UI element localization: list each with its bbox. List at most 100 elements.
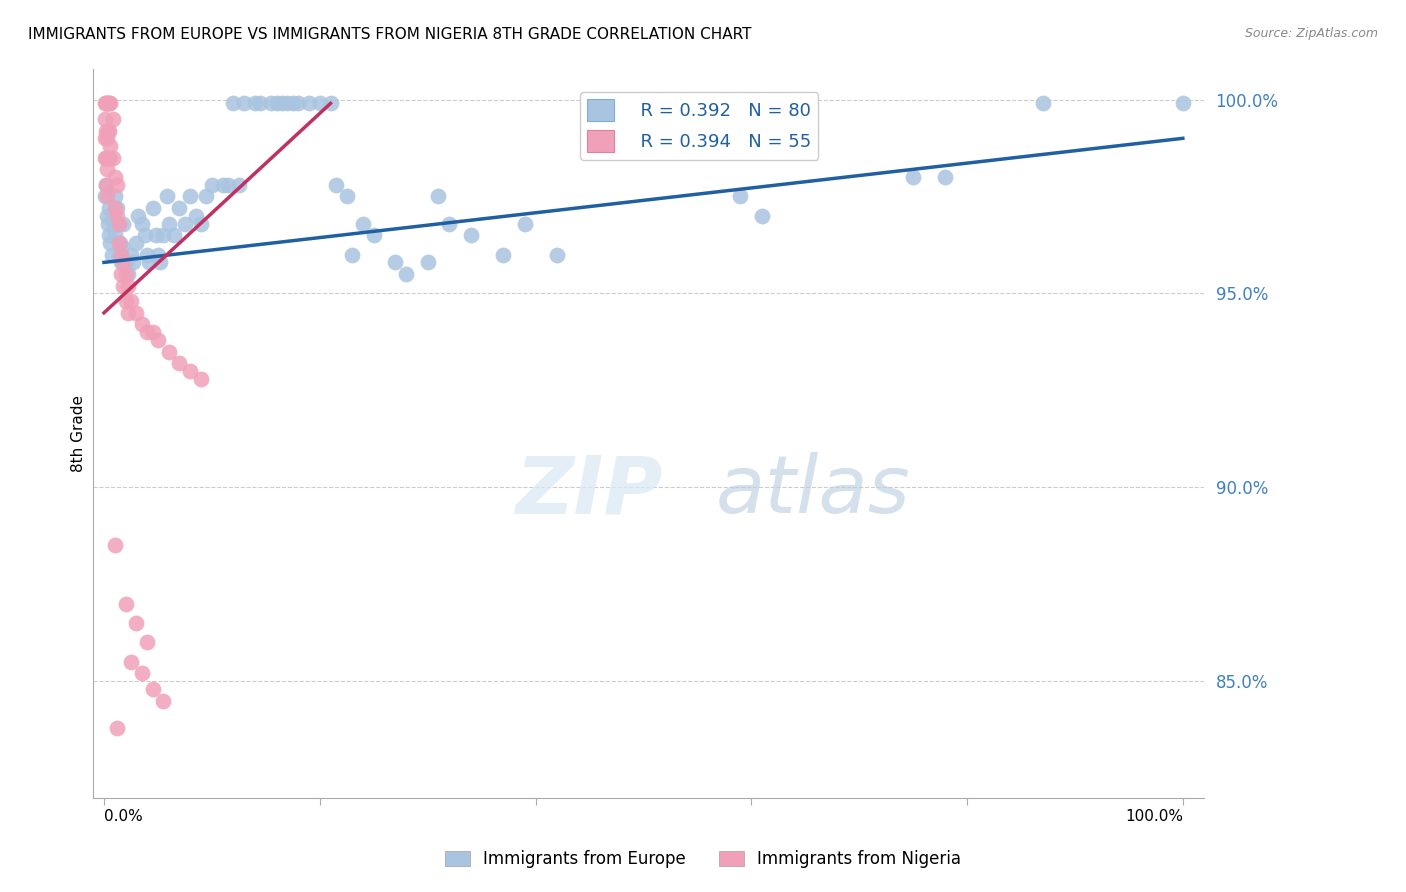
Point: [98, 123, 121, 137]
Point: [117, 278, 139, 293]
Point: [112, 278, 135, 293]
Point: [145, 228, 167, 243]
Point: [94, 151, 117, 165]
Point: [163, 228, 186, 243]
Point: [136, 635, 159, 649]
Point: [110, 255, 132, 269]
Point: [98, 96, 121, 111]
Point: [97, 123, 120, 137]
Point: [104, 170, 127, 185]
Point: [110, 267, 132, 281]
Point: [105, 721, 128, 735]
Point: [96, 209, 118, 223]
Point: [179, 189, 201, 203]
Point: [146, 333, 169, 347]
Point: [363, 228, 385, 243]
Point: [108, 235, 131, 250]
Point: [122, 255, 145, 269]
Point: [266, 96, 288, 111]
Point: [114, 267, 136, 281]
Point: [228, 178, 250, 192]
Point: [120, 247, 142, 261]
Point: [117, 306, 139, 320]
Y-axis label: 8th Grade: 8th Grade: [72, 394, 86, 472]
Point: [98, 151, 121, 165]
Point: [319, 96, 342, 111]
Point: [308, 96, 330, 111]
Point: [100, 247, 122, 261]
Point: [141, 681, 163, 696]
Point: [730, 189, 752, 203]
Point: [96, 189, 118, 203]
Text: 0.0%: 0.0%: [104, 809, 143, 824]
Point: [340, 247, 363, 261]
Point: [190, 372, 212, 386]
Point: [94, 123, 117, 137]
Point: [546, 247, 568, 261]
Point: [104, 189, 127, 203]
Point: [184, 209, 207, 223]
Point: [437, 217, 460, 231]
Point: [96, 96, 118, 111]
Point: [104, 539, 127, 553]
Point: [131, 666, 153, 681]
Point: [157, 344, 180, 359]
Text: atlas: atlas: [716, 452, 910, 531]
Point: [131, 318, 153, 332]
Point: [94, 189, 117, 203]
Point: [149, 255, 172, 269]
Point: [141, 325, 163, 339]
Point: [460, 228, 482, 243]
Point: [104, 201, 127, 215]
Point: [125, 235, 148, 250]
Point: [260, 96, 283, 111]
Point: [169, 356, 191, 370]
Point: [934, 170, 956, 185]
Point: [108, 247, 131, 261]
Point: [152, 228, 174, 243]
Point: [1032, 96, 1054, 111]
Point: [134, 228, 156, 243]
Point: [112, 255, 135, 269]
Point: [136, 247, 159, 261]
Point: [138, 255, 160, 269]
Point: [120, 294, 142, 309]
Point: [117, 267, 139, 281]
Point: [97, 217, 120, 231]
Point: [98, 228, 121, 243]
Point: [101, 151, 124, 165]
Point: [108, 235, 131, 250]
Point: [395, 267, 418, 281]
Point: [222, 96, 245, 111]
Point: [104, 228, 127, 243]
Point: [114, 294, 136, 309]
Point: [114, 255, 136, 269]
Point: [336, 189, 359, 203]
Point: [249, 96, 271, 111]
Text: IMMIGRANTS FROM EUROPE VS IMMIGRANTS FROM NIGERIA 8TH GRADE CORRELATION CHART: IMMIGRANTS FROM EUROPE VS IMMIGRANTS FRO…: [28, 27, 752, 42]
Point: [111, 240, 134, 254]
Point: [94, 96, 117, 111]
Point: [1171, 96, 1194, 111]
Text: Source: ZipAtlas.com: Source: ZipAtlas.com: [1244, 27, 1378, 40]
Point: [125, 306, 148, 320]
Point: [114, 597, 136, 611]
Point: [384, 255, 406, 269]
Point: [96, 131, 118, 145]
Point: [201, 178, 224, 192]
Point: [100, 96, 122, 111]
Point: [100, 235, 122, 250]
Point: [105, 178, 128, 192]
Point: [281, 96, 304, 111]
Legend:   R = 0.392   N = 80,   R = 0.394   N = 55: R = 0.392 N = 80, R = 0.394 N = 55: [581, 92, 818, 160]
Point: [131, 217, 153, 231]
Point: [105, 209, 128, 223]
Point: [94, 178, 117, 192]
Point: [125, 615, 148, 630]
Point: [155, 189, 177, 203]
Point: [901, 170, 924, 185]
Point: [112, 217, 135, 231]
Legend: Immigrants from Europe, Immigrants from Nigeria: Immigrants from Europe, Immigrants from …: [437, 844, 969, 875]
Point: [94, 112, 117, 126]
Text: 100.0%: 100.0%: [1125, 809, 1182, 824]
